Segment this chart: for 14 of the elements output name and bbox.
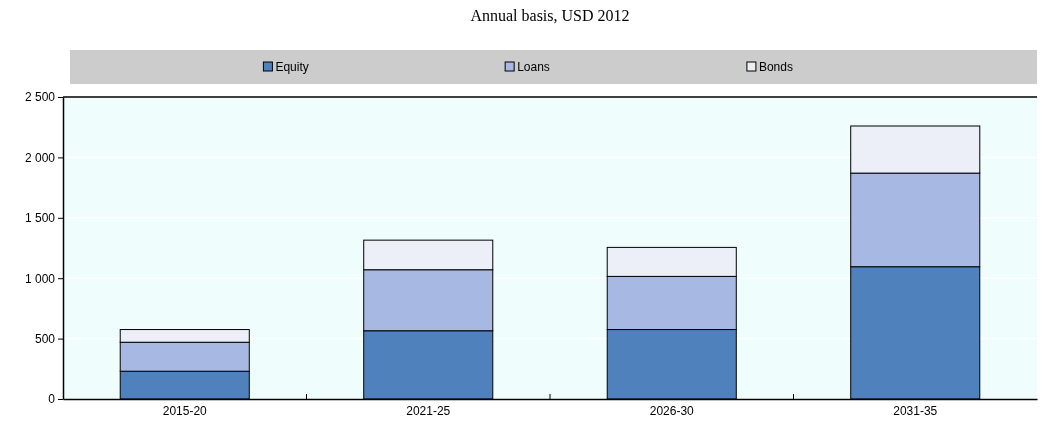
legend-label: Equity <box>275 60 309 74</box>
legend-label: Bonds <box>758 60 793 74</box>
y-tick-label: 2 500 <box>24 90 56 105</box>
legend-label: Loans <box>517 60 550 74</box>
chart-title: Annual basis, USD 2012 <box>470 7 630 24</box>
y-tick-label: 1 500 <box>24 211 56 226</box>
y-tick-label: 1 000 <box>24 271 56 286</box>
x-tick-label: 2031-35 <box>893 404 938 419</box>
y-tick-label: 0 <box>48 392 56 407</box>
y-tick-label: 2 000 <box>24 150 56 165</box>
x-tick-label: 2021-25 <box>406 404 451 419</box>
y-tick-label: 500 <box>34 331 56 346</box>
x-tick-label: 2015-20 <box>162 404 208 419</box>
x-tick-label: 2026-30 <box>649 404 695 419</box>
